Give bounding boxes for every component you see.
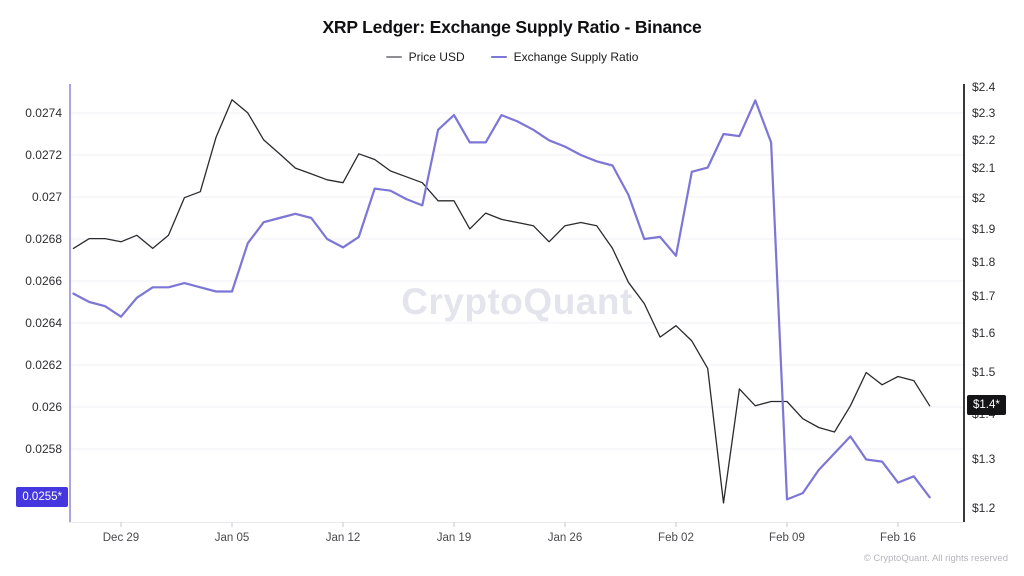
- copyright-note: © CryptoQuant. All rights reserved: [863, 553, 1008, 564]
- y-axis-tick-right: $2.2: [972, 132, 996, 147]
- right-axis-spine: [963, 84, 965, 522]
- x-axis-tick-label: Feb 16: [880, 532, 916, 544]
- y-axis-tick-left: 0.027: [31, 190, 62, 204]
- x-axis-tick-label: Jan 12: [325, 532, 361, 544]
- y-axis-tick-right: $2: [972, 190, 986, 205]
- y-axis-tick-left: 0.026: [31, 400, 62, 414]
- y-axis-tick-left: 0.0258: [25, 442, 62, 456]
- legend: Price USD Exchange Supply Ratio: [0, 50, 1024, 64]
- x-axis-tick-label: Jan 26: [547, 532, 583, 544]
- y-axis-tick-right: $1.5: [972, 365, 996, 380]
- y-axis-tick-right: $2.1: [972, 161, 996, 176]
- page-title: XRP Ledger: Exchange Supply Ratio - Bina…: [322, 17, 702, 37]
- last-value-badge-supply-ratio: 0.0255*: [16, 487, 68, 508]
- y-axis-tick-right: $1.7: [972, 289, 996, 304]
- price-usd-line-swatch-icon: [385, 56, 402, 58]
- x-axis-tick-label: Feb 02: [658, 532, 694, 544]
- y-axis-tick-right: $1.8: [972, 254, 996, 269]
- exchange-supply-ratio-line-swatch-icon: [490, 56, 507, 58]
- y-axis-tick-right: $1.9: [972, 221, 996, 236]
- y-axis-tick-left: 0.0264: [25, 316, 62, 330]
- y-axis-tick-left: 0.0262: [25, 358, 62, 372]
- cryptoquant-watermark: CryptoQuant: [401, 281, 633, 322]
- legend-label-exchange-supply-ratio: Exchange Supply Ratio: [513, 50, 639, 64]
- y-axis-tick-left: 0.0274: [25, 106, 62, 120]
- legend-item-price-usd[interactable]: Price USD: [385, 50, 465, 64]
- y-axis-tick-left: 0.0266: [25, 274, 62, 288]
- y-axis-tick-right: $1.6: [972, 326, 996, 341]
- last-value-badge-price: $1.4*: [967, 394, 1006, 415]
- left-axis-spine: [69, 84, 71, 522]
- y-axis-tick-right: $1.2: [972, 501, 996, 516]
- plot-area[interactable]: [69, 84, 965, 527]
- y-axis-tick-right: $1.3: [972, 452, 996, 467]
- y-axis-tick-right: $2.3: [972, 105, 996, 120]
- x-axis-tick-label: Jan 19: [436, 532, 472, 544]
- chart-svg: [70, 99, 963, 527]
- y-axis-tick-left: 0.0268: [25, 232, 62, 246]
- x-axis-tick-label: Feb 09: [769, 532, 805, 544]
- legend-label-price-usd: Price USD: [408, 50, 465, 64]
- y-axis-tick-right: $2.4: [972, 80, 996, 94]
- x-axis-tick-label: Dec 29: [102, 532, 140, 544]
- legend-item-exchange-supply-ratio[interactable]: Exchange Supply Ratio: [490, 50, 639, 64]
- x-axis-tick-label: Jan 05: [214, 532, 250, 544]
- y-axis-tick-left: 0.0272: [25, 148, 62, 162]
